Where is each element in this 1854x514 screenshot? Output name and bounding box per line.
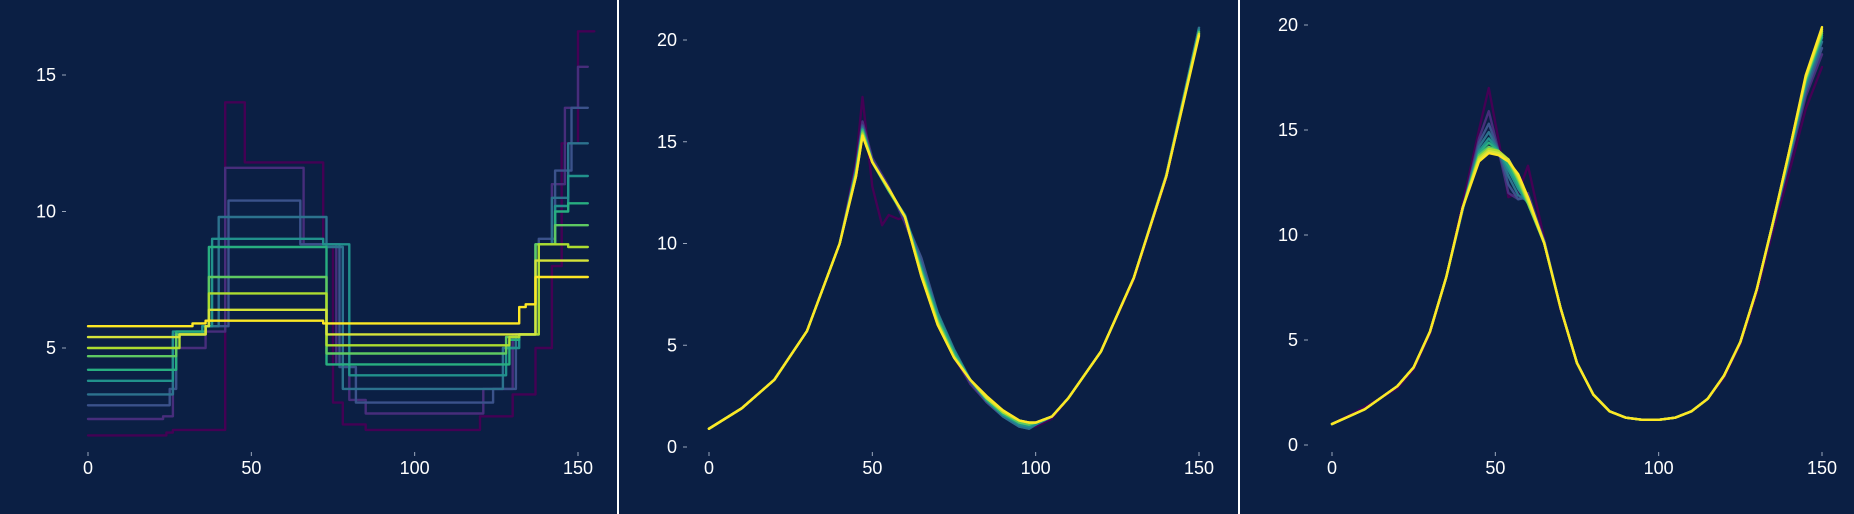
series-line-1 <box>86 30 596 437</box>
x-tick-label: 50 <box>241 458 261 478</box>
y-tick-label: 20 <box>657 30 677 50</box>
y-tick-label: 20 <box>1278 15 1298 35</box>
series-line-3 <box>1330 46 1824 426</box>
x-tick-label: 100 <box>1021 458 1051 478</box>
x-tick-label: 0 <box>1327 458 1337 478</box>
y-tick-label: 5 <box>1288 330 1298 350</box>
x-tick-label: 150 <box>563 458 593 478</box>
chart-panel-middle: 0 50 100 150 0 5 10 15 20 <box>657 26 1214 478</box>
y-tick-label: 10 <box>36 202 56 222</box>
y-tick-label: 0 <box>667 437 677 457</box>
series-line-5 <box>1330 36 1824 426</box>
x-tick-label: 100 <box>1644 458 1674 478</box>
series-line-10 <box>1330 25 1824 426</box>
y-tick-label: 5 <box>46 338 56 358</box>
x-tick-label: 50 <box>862 458 882 478</box>
y-tick-label: 15 <box>657 132 677 152</box>
series-line-9 <box>86 259 589 339</box>
series-line-10 <box>86 275 589 328</box>
y-tick-label: 5 <box>667 335 677 355</box>
x-tick-label: 150 <box>1807 458 1837 478</box>
y-tick-label: 10 <box>1278 225 1298 245</box>
y-tick-label: 15 <box>36 65 56 85</box>
series-line-2 <box>86 65 589 421</box>
series-line-10 <box>707 34 1201 430</box>
x-tick-label: 0 <box>704 458 714 478</box>
x-tick-label: 0 <box>83 458 93 478</box>
series-line-6 <box>1330 34 1824 426</box>
x-tick-label: 150 <box>1184 458 1214 478</box>
y-tick-label: 10 <box>657 234 677 254</box>
y-tick-label: 0 <box>1288 435 1298 455</box>
chart-panel-left: 0 50 100 150 5 10 15 <box>36 30 596 478</box>
series-line-4 <box>1330 40 1824 426</box>
panel-divider-left <box>617 0 619 514</box>
chart-panel-right: 0 50 100 150 0 5 10 15 20 <box>1278 15 1837 478</box>
panel-divider-right <box>1238 0 1240 514</box>
x-tick-label: 100 <box>400 458 430 478</box>
series-line-1 <box>1330 65 1824 426</box>
series-line-8 <box>86 243 589 350</box>
series-line-2 <box>1330 53 1824 426</box>
x-tick-label: 50 <box>1485 458 1505 478</box>
y-tick-label: 15 <box>1278 120 1298 140</box>
